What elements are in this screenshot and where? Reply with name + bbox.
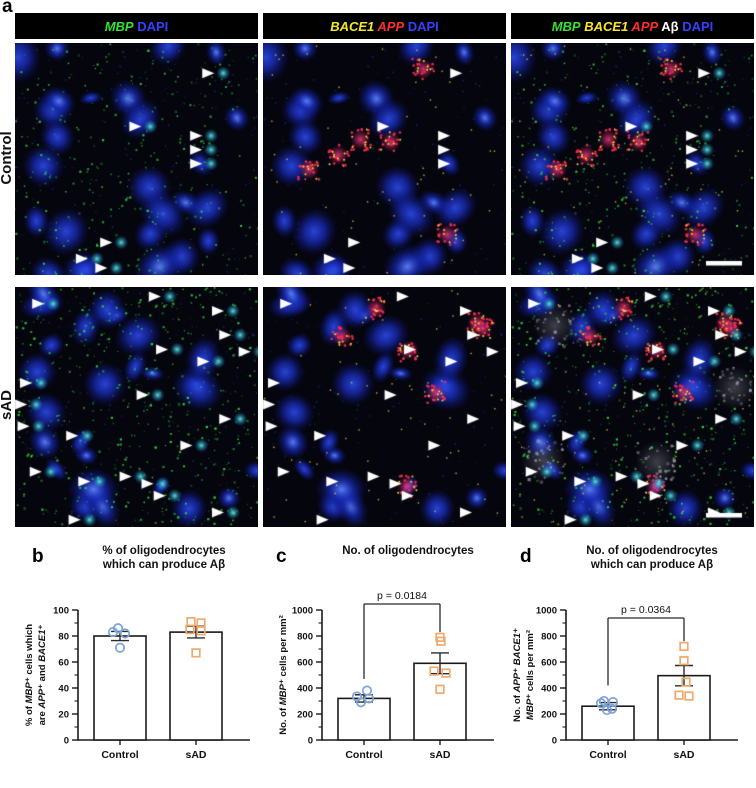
- x-tick-label: sAD: [673, 749, 694, 761]
- bar-chart-percent-oligodendrocytes: % of oligodendrocytes which can produce A…: [24, 545, 250, 761]
- channel-label: DAPI: [404, 18, 439, 34]
- y-tick-label: 800: [297, 632, 313, 643]
- y-axis-label: are APP⁺ and BACE1⁺: [37, 625, 48, 726]
- y-tick-label: 200: [297, 710, 313, 721]
- data-point-control: [107, 627, 119, 638]
- y-tick-label: 0: [64, 736, 69, 747]
- chart-title: which can produce Aβ: [590, 559, 713, 571]
- y-axis-label: No. of APP⁺ BACE1⁺: [512, 628, 523, 722]
- y-tick-label: 20: [58, 710, 69, 721]
- channel-label: DAPI: [133, 18, 169, 34]
- panel-letter-d: d: [520, 546, 532, 567]
- channel-label: BACE1: [580, 18, 629, 34]
- y-tick-label: 600: [297, 658, 313, 669]
- panel-letter-c: c: [276, 546, 287, 567]
- y-tick-label: 800: [541, 632, 557, 643]
- chart-panel-c: c No. of oligodendrocytes 0 200 400 600 800 10…: [264, 534, 508, 788]
- data-point-control: [114, 642, 126, 653]
- y-tick-label: 60: [58, 658, 69, 669]
- data-point-sad: [436, 636, 446, 646]
- chart-title: No. of oligodendrocytes: [586, 545, 718, 557]
- data-point-control: [355, 697, 367, 708]
- micrograph-sad-merge: [511, 287, 754, 527]
- row-label-sad: sAD: [0, 390, 15, 421]
- channel-label: DAPI: [678, 18, 714, 34]
- data-point-sad: [679, 656, 689, 666]
- y-tick-label: 1000: [292, 606, 313, 617]
- data-point-sad: [196, 626, 206, 636]
- row-label-control: Control: [0, 131, 15, 185]
- data-point-sad: [435, 684, 445, 694]
- chart-panel-d: d No. of oligodendrocytes which can produ…: [508, 534, 752, 788]
- channel-label: MBP: [551, 18, 581, 34]
- bar-control: [93, 635, 147, 741]
- data-point-control: [606, 703, 618, 714]
- channel-label: MBP: [104, 18, 134, 34]
- channel-header-bace1-app-dapi: BACE1 APP DAPI: [263, 13, 506, 39]
- data-point-sad: [191, 648, 201, 658]
- data-point-sad: [429, 666, 439, 676]
- data-point-control: [119, 628, 131, 639]
- micrograph-control-mbp-dapi: [15, 43, 258, 275]
- x-tick-label: Control: [101, 749, 138, 761]
- y-tick-label: 100: [53, 606, 69, 617]
- micrograph-control-bace1-app: [263, 43, 506, 275]
- data-point-sad: [441, 668, 451, 678]
- panel-letter-b: b: [32, 546, 44, 567]
- bar-chart-number-oligodendrocytes: No. of oligodendrocytes 0 200 400 600 800 1000…: [278, 545, 494, 761]
- channel-label: APP: [628, 18, 659, 34]
- data-point-control: [607, 696, 619, 708]
- data-point-sad: [679, 641, 689, 652]
- y-axis-label: No. of MBP⁺ cells per mm²: [278, 615, 289, 735]
- channel-label: BACE1: [330, 18, 375, 34]
- y-tick-label: 400: [297, 684, 313, 695]
- y-axis-label: MBP⁺ cells per mm²: [525, 630, 536, 720]
- chart-panel-b: b % of oligodendrocytes which can produce…: [20, 534, 264, 788]
- data-point-sad: [185, 624, 195, 635]
- panel-letter-a: a: [2, 0, 13, 17]
- y-tick-label: 0: [552, 736, 557, 747]
- channel-label: APP: [374, 18, 405, 34]
- chart-title: No. of oligodendrocytes: [342, 545, 474, 557]
- y-tick-label: 1000: [536, 606, 557, 617]
- data-point-sad: [684, 691, 694, 701]
- channel-header-merge-abeta-dapi: MBP BACE1 APP Aβ DAPI: [511, 13, 754, 39]
- channel-header-mbp-dapi: MBP DAPI: [15, 13, 258, 39]
- micrograph-sad-mbp-dapi: [15, 287, 258, 527]
- data-point-sad: [681, 677, 691, 687]
- y-tick-label: 40: [58, 684, 69, 695]
- chart-title: which can produce Aβ: [102, 559, 225, 571]
- data-point-control: [601, 705, 613, 716]
- p-value-label: p = 0.0364: [621, 604, 671, 616]
- p-value-label: p = 0.0184: [377, 590, 427, 602]
- bar-sad: [413, 662, 467, 741]
- channel-label: Aβ: [658, 18, 679, 34]
- y-tick-label: 600: [541, 658, 557, 669]
- x-tick-label: sAD: [429, 749, 450, 761]
- bar-chart-number-abeta-producing: No. of oligodendrocytes which can produce…: [512, 545, 738, 761]
- micrograph-sad-bace1-app: [263, 287, 506, 527]
- y-tick-label: 200: [541, 710, 557, 721]
- x-tick-label: Control: [345, 749, 382, 761]
- data-point-sad: [674, 690, 684, 700]
- x-tick-label: sAD: [185, 749, 206, 761]
- x-tick-label: Control: [589, 749, 626, 761]
- data-point-sad: [186, 617, 196, 627]
- data-point-control: [595, 698, 607, 709]
- y-tick-label: 400: [541, 684, 557, 695]
- data-point-control: [363, 693, 375, 704]
- y-axis-label: % of MBP⁺ cells which: [24, 624, 35, 726]
- chart-title: % of oligodendrocytes: [102, 545, 225, 557]
- y-tick-label: 80: [58, 632, 69, 643]
- micrograph-control-merge: [511, 43, 754, 275]
- y-tick-label: 0: [308, 736, 313, 747]
